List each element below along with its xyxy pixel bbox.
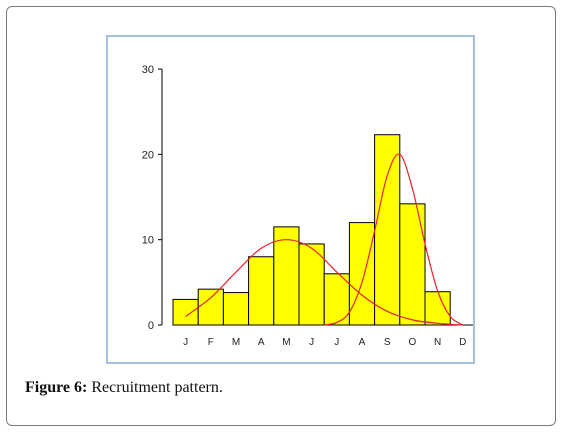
x-tick-label: D <box>459 337 466 348</box>
x-tick-label: A <box>258 337 265 348</box>
bar <box>273 226 300 326</box>
bar <box>399 203 426 326</box>
bar <box>172 298 199 326</box>
bar <box>374 134 401 326</box>
recruitment-chart: 0 10 20 30 J F M A M J J A S O N D <box>142 64 473 348</box>
figure-label: Figure 6: <box>25 379 88 396</box>
x-tick-label: J <box>309 337 314 348</box>
figure-frame: 0 10 20 30 J F M A M J J A S O N D Figure 6: Recruitmen… <box>6 6 556 426</box>
y-tick-label: 0 <box>148 320 154 332</box>
x-tick-label: M <box>232 337 240 348</box>
fitted-curve-2 <box>324 153 464 326</box>
y-tick-label: 20 <box>142 149 154 161</box>
bar <box>248 256 275 326</box>
x-tick-label: F <box>208 337 214 348</box>
bar <box>298 243 325 326</box>
bar <box>424 291 451 326</box>
bar <box>348 222 376 326</box>
chart-container: 0 10 20 30 J F M A M J J A S O N D <box>106 35 475 364</box>
y-tick-label: 10 <box>142 235 154 247</box>
x-tick-label: O <box>409 337 417 348</box>
x-tick-label: J <box>334 337 339 348</box>
bar <box>222 292 250 326</box>
x-tick-label: J <box>183 337 188 348</box>
fitted-curve-1 <box>185 239 463 326</box>
figure-caption: Figure 6: Recruitment pattern. <box>25 379 223 397</box>
figure-caption-text: Recruitment pattern. <box>87 379 223 396</box>
bar <box>197 288 224 326</box>
x-tick-label: N <box>434 337 441 348</box>
x-tick-label: M <box>282 337 290 348</box>
x-tick-label: S <box>384 337 391 348</box>
y-tick-label: 30 <box>142 64 154 76</box>
x-tick-label: A <box>359 337 366 348</box>
